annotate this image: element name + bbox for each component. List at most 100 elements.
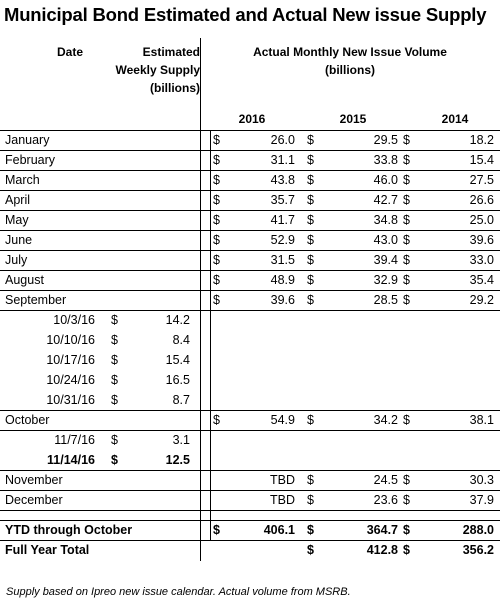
value-2014: 18.2 [469,133,494,147]
dollar-sign: $ [307,413,314,427]
month-label: May [5,213,29,227]
dollar-sign: $ [403,193,410,207]
month-label: July [5,253,28,267]
dollar-sign: $ [403,173,410,187]
value-2014: 25.0 [469,213,494,227]
value-2015: 364.7 [366,523,398,537]
row-divider [0,210,500,211]
dollar-sign: $ [403,213,410,227]
dollar-sign: $ [403,273,410,287]
week-label: 10/10/16 [46,333,95,347]
value-2014: 288.0 [462,523,494,537]
value-2014: 356.2 [462,543,494,557]
header-actual-2: (billions) [325,63,375,77]
value-2015: 28.5 [373,293,398,307]
month-label: November [5,473,63,487]
dollar-sign: $ [307,253,314,267]
value-2015: 32.9 [373,273,398,287]
value-2014: 15.4 [469,153,494,167]
dollar-sign: $ [403,413,410,427]
row-divider [0,130,500,131]
value-2014: 27.5 [469,173,494,187]
column-divider [200,38,201,561]
row-divider [0,430,500,431]
weekly-estimate: 12.5 [165,453,190,467]
dollar-sign: $ [111,393,118,407]
header-date: Date [56,45,83,59]
value-2014: 26.6 [469,193,494,207]
dollar-sign: $ [213,173,220,187]
header-year-2016: 2016 [238,112,266,126]
row-divider [0,250,500,251]
header-estimated-2: Weekly Supply [115,63,200,77]
value-2015: 42.7 [373,193,398,207]
dollar-sign: $ [403,133,410,147]
value-2014: 33.0 [469,253,494,267]
week-label: 10/31/16 [46,393,95,407]
dollar-sign: $ [111,333,118,347]
value-2016: TBD [270,493,295,507]
value-2015: 29.5 [373,133,398,147]
value-2014: 30.3 [469,473,494,487]
weekly-estimate: 15.4 [165,353,190,367]
month-label: December [5,493,63,507]
row-divider [0,310,500,311]
value-2016: 41.7 [270,213,295,227]
dollar-sign: $ [403,493,410,507]
row-divider [0,490,500,491]
month-label: September [5,293,67,307]
value-2014: 35.4 [469,273,494,287]
dollar-sign: $ [111,453,118,467]
header-year-2015: 2015 [339,112,367,126]
value-2016: 26.0 [270,133,295,147]
dollar-sign: $ [213,273,220,287]
week-label: 10/24/16 [46,373,95,387]
month-label: August [5,273,44,287]
value-2015: 34.8 [373,213,398,227]
weekly-estimate: 16.5 [165,373,190,387]
value-2016: TBD [270,473,295,487]
week-label: 10/3/16 [53,313,95,327]
dollar-sign: $ [307,293,314,307]
dollar-sign: $ [111,433,118,447]
row-divider [0,540,500,541]
value-2016: 48.9 [270,273,295,287]
source-note: Supply based on Ipreo new issue calendar… [6,586,351,598]
value-2015: 23.6 [373,493,398,507]
header-actual-1: Actual Monthly New Issue Volume [253,45,447,59]
value-2014: 37.9 [469,493,494,507]
dollar-sign: $ [307,493,314,507]
dollar-sign: $ [307,213,314,227]
week-label: 11/7/16 [54,433,95,447]
row-divider [0,230,500,231]
value-2015: 39.4 [373,253,398,267]
row-divider [0,510,500,511]
month-label: March [5,173,40,187]
header-estimated-1: Estimated [142,45,200,59]
dollar-sign: $ [307,543,314,557]
dollar-sign: $ [307,233,314,247]
week-label: 11/14/16 [47,453,95,467]
dollar-sign: $ [213,213,220,227]
value-2015: 46.0 [373,173,398,187]
month-label: October [5,413,50,427]
dollar-sign: $ [403,293,410,307]
row-divider [0,410,500,411]
month-label: January [5,133,50,147]
dollar-sign: $ [111,353,118,367]
value-2015: 24.5 [373,473,398,487]
value-2014: 39.6 [469,233,494,247]
dollar-sign: $ [403,153,410,167]
dollar-sign: $ [307,193,314,207]
column-divider [210,130,211,541]
dollar-sign: $ [403,543,410,557]
month-label: YTD through October [5,523,133,537]
dollar-sign: $ [403,523,410,537]
month-label: June [5,233,33,247]
row-divider [0,520,500,521]
row-divider [0,150,500,151]
table-title: Municipal Bond Estimated and Actual New … [4,4,487,25]
dollar-sign: $ [307,523,314,537]
dollar-sign: $ [307,173,314,187]
value-2015: 33.8 [373,153,398,167]
